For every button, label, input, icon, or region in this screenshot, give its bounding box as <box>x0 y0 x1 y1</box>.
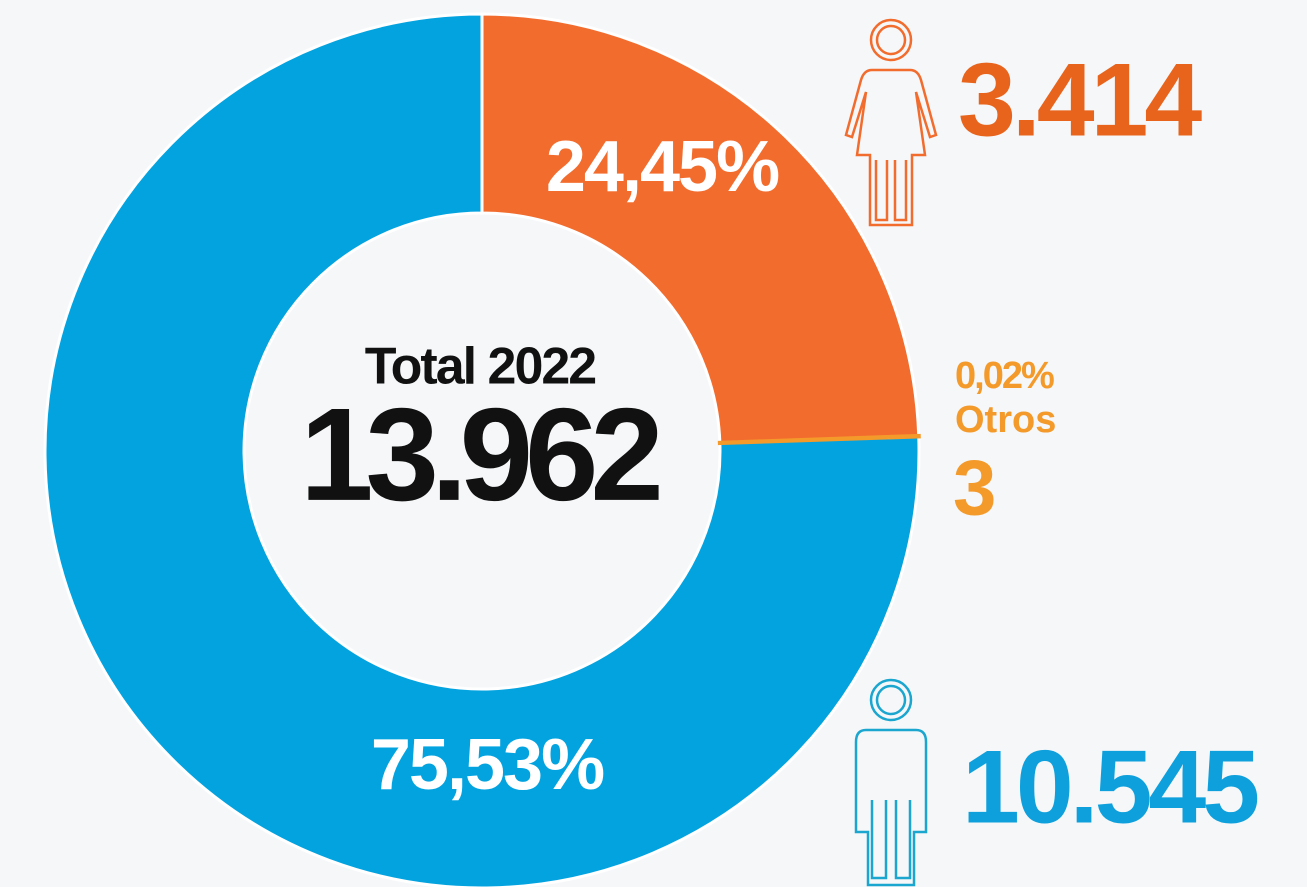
count-label: 10.545 <box>962 729 1257 845</box>
slice <box>480 12 921 445</box>
percent-label: 24,45% <box>546 127 779 207</box>
count-label: 3.414 <box>958 42 1202 158</box>
slice <box>43 12 921 887</box>
total-value: 13.962 <box>300 381 659 528</box>
slice <box>717 433 921 446</box>
count-label: 3 <box>953 444 994 532</box>
total-title: Total 2022 <box>365 338 596 396</box>
percent-label: 75,53% <box>371 725 604 805</box>
man-icon <box>854 678 928 887</box>
category-label: Otros <box>955 399 1056 441</box>
percent-label: 0,02% <box>955 355 1054 397</box>
woman-icon <box>844 18 938 227</box>
donut <box>43 12 921 887</box>
